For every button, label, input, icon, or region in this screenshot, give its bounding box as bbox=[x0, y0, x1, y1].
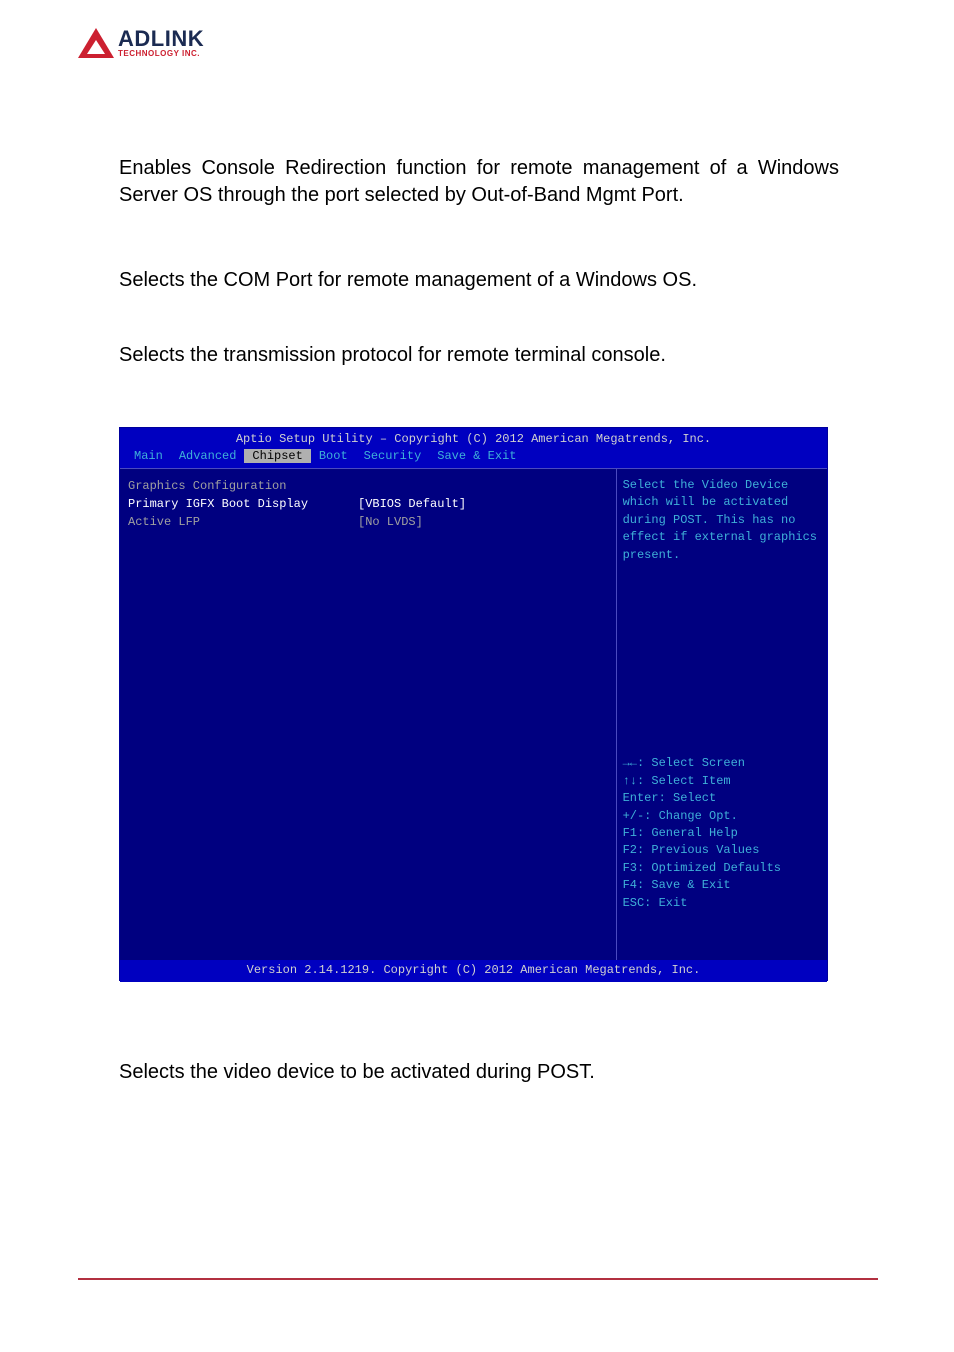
logo-sub-text: TECHNOLOGY INC. bbox=[118, 50, 204, 58]
bios-key-row: →←: Select Screen bbox=[623, 755, 821, 772]
bios-help-pane: Select the Video Device which will be ac… bbox=[617, 468, 827, 960]
logo-triangle-icon bbox=[78, 28, 114, 58]
logo-text: ADLINK TECHNOLOGY INC. bbox=[118, 28, 204, 58]
bios-screenshot: Aptio Setup Utility – Copyright (C) 2012… bbox=[119, 427, 828, 981]
footer-accent-line bbox=[78, 1278, 878, 1280]
bios-row-active-lfp[interactable]: Active LFP [No LVDS] bbox=[128, 513, 608, 531]
bios-options-pane: Graphics Configuration Primary IGFX Boot… bbox=[120, 468, 617, 960]
bios-key-row: ↑↓: Select Item bbox=[623, 773, 821, 790]
bios-key-legend: →←: Select Screen ↑↓: Select Item Enter:… bbox=[623, 755, 821, 952]
bios-row-label: Active LFP bbox=[128, 513, 358, 531]
bios-tab-bar: Main Advanced Chipset Boot Security Save… bbox=[120, 447, 827, 463]
bios-row-label: Graphics Configuration bbox=[128, 477, 358, 495]
bios-body: Graphics Configuration Primary IGFX Boot… bbox=[120, 468, 827, 960]
bios-header: Aptio Setup Utility – Copyright (C) 2012… bbox=[120, 428, 827, 468]
bios-tab-security[interactable]: Security bbox=[356, 449, 430, 463]
bios-tab-save-exit[interactable]: Save & Exit bbox=[429, 449, 524, 463]
bios-row-graphics-config[interactable]: Graphics Configuration bbox=[128, 477, 608, 495]
bios-footer: Version 2.14.1219. Copyright (C) 2012 Am… bbox=[120, 960, 827, 982]
bios-row-primary-igfx[interactable]: Primary IGFX Boot Display [VBIOS Default… bbox=[128, 495, 608, 513]
bios-tab-boot[interactable]: Boot bbox=[311, 449, 356, 463]
bios-key-row: Enter: Select bbox=[623, 790, 821, 807]
bios-key-row: ESC: Exit bbox=[623, 895, 821, 912]
bios-key-row: F4: Save & Exit bbox=[623, 877, 821, 894]
bios-tab-chipset[interactable]: Chipset bbox=[244, 449, 310, 463]
paragraph-4: Selects the video device to be activated… bbox=[119, 1061, 839, 1084]
bios-title: Aptio Setup Utility – Copyright (C) 2012… bbox=[120, 431, 827, 447]
bios-tab-main[interactable]: Main bbox=[126, 449, 171, 463]
bios-tab-advanced[interactable]: Advanced bbox=[171, 449, 245, 463]
bios-row-label: Primary IGFX Boot Display bbox=[128, 495, 358, 513]
bios-key-row: F3: Optimized Defaults bbox=[623, 860, 821, 877]
bios-help-text: Select the Video Device which will be ac… bbox=[623, 477, 821, 564]
paragraph-1: Enables Console Redirection function for… bbox=[119, 155, 839, 209]
bios-key-row: F2: Previous Values bbox=[623, 842, 821, 859]
paragraph-3: Selects the transmission protocol for re… bbox=[119, 342, 839, 369]
adlink-logo: ADLINK TECHNOLOGY INC. bbox=[78, 28, 204, 58]
paragraph-2: Selects the COM Port for remote manageme… bbox=[119, 267, 839, 294]
page-content: Enables Console Redirection function for… bbox=[119, 155, 839, 1084]
bios-row-value: [VBIOS Default] bbox=[358, 495, 466, 513]
bios-row-value: [No LVDS] bbox=[358, 513, 423, 531]
bios-key-row: +/-: Change Opt. bbox=[623, 808, 821, 825]
bios-key-row: F1: General Help bbox=[623, 825, 821, 842]
logo-main-text: ADLINK bbox=[118, 28, 204, 50]
